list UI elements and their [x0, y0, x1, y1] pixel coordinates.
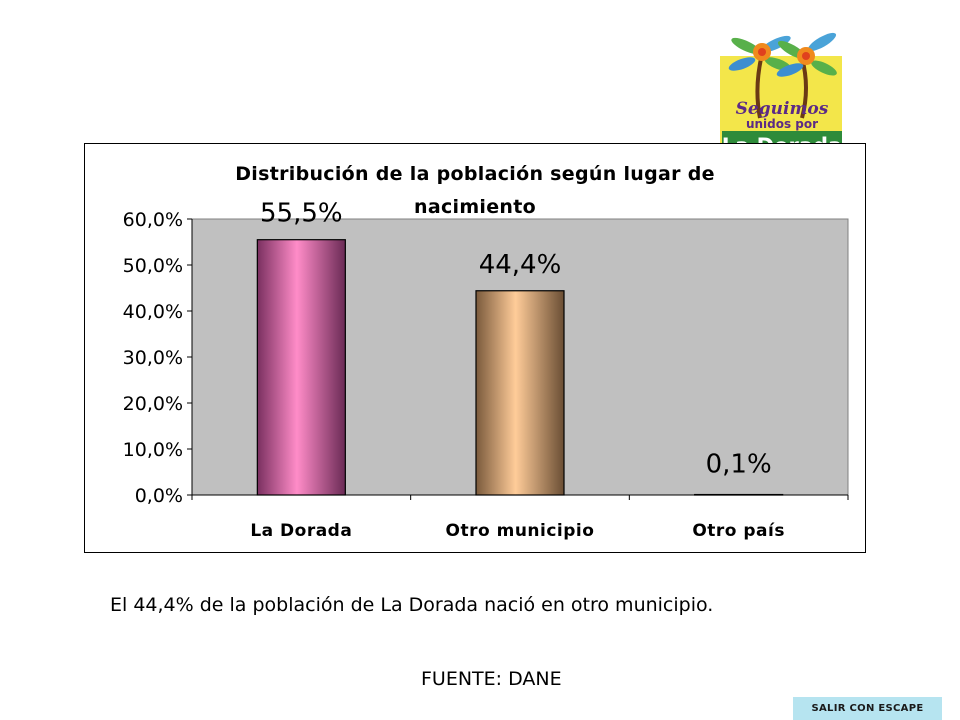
- x-tick-label: La Dorada: [250, 521, 352, 541]
- source-text: FUENTE: DANE: [421, 668, 562, 690]
- bar: [694, 493, 784, 496]
- chart-title: Distribución de la población según lugar…: [235, 163, 715, 218]
- bar: [256, 239, 346, 496]
- bar: [475, 290, 565, 496]
- exit-button[interactable]: SALIR CON ESCAPE: [793, 697, 942, 720]
- bar-chart: 0,0% 10,0% 20,0% 30,0% 40,0% 50,0% 60,0% La Do…: [123, 199, 849, 541]
- palm-flower-icon: [728, 32, 837, 119]
- y-tick-label: 0,0%: [135, 485, 183, 507]
- logo-line2: unidos por: [746, 117, 818, 131]
- y-tick-label: 60,0%: [123, 209, 183, 231]
- data-labels: 55,5% 44,4% 0,1%: [260, 199, 772, 480]
- logo-line1: Seguimos: [736, 99, 829, 119]
- y-tick-label: 50,0%: [123, 255, 183, 277]
- x-tick-label: Otro municipio: [446, 521, 595, 541]
- y-tick-label: 40,0%: [123, 301, 183, 323]
- y-tick-label: 20,0%: [123, 393, 183, 415]
- data-label: 0,1%: [706, 450, 772, 480]
- data-label: 44,4%: [479, 250, 562, 280]
- y-tick-label: 10,0%: [123, 439, 183, 461]
- bars: [256, 239, 784, 496]
- y-tick-label: 30,0%: [123, 347, 183, 369]
- x-axis: La Dorada Otro municipio Otro país: [191, 494, 849, 541]
- caption-text: El 44,4% de la población de La Dorada na…: [110, 594, 714, 616]
- chart-area: 0,0% 10,0% 20,0% 30,0% 40,0% 50,0% 60,0% La Do…: [84, 143, 866, 553]
- y-axis: 0,0% 10,0% 20,0% 30,0% 40,0% 50,0% 60,0%: [123, 209, 193, 507]
- x-tick-label: Otro país: [692, 521, 785, 541]
- seguimos-unidos-logo: Seguimos unidos por La Dorada: [718, 28, 844, 160]
- data-label: 55,5%: [260, 199, 343, 229]
